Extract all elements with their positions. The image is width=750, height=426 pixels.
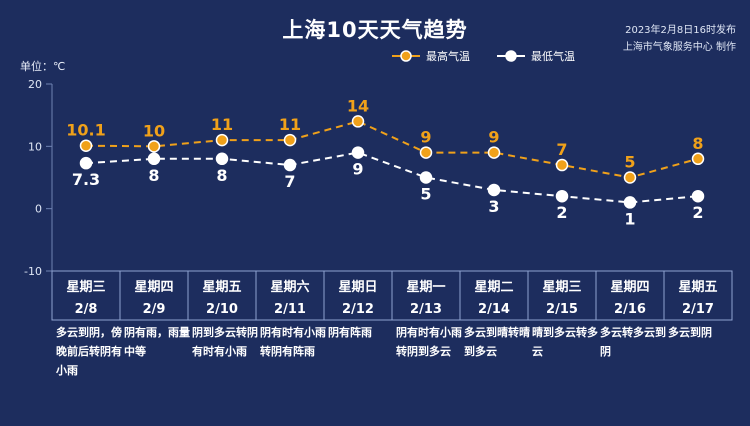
date-label: 2/9 (143, 302, 166, 317)
legend-marker-0 (400, 50, 412, 62)
legend-label-1: 最低气温 (531, 49, 575, 63)
data-label-high: 5 (624, 153, 635, 172)
y-tick-label: 0 (35, 203, 42, 216)
date-label: 2/13 (410, 302, 442, 317)
data-label-low: 5 (420, 185, 431, 204)
legend-marker-1 (505, 50, 517, 62)
weather-description: 阴有时有小雨转阴到多云 (396, 325, 462, 358)
data-point-high (215, 133, 229, 147)
data-point-low (487, 183, 501, 197)
data-point-high (623, 171, 637, 184)
data-point-low (419, 171, 433, 184)
data-point-high (79, 139, 93, 152)
data-label-low: 8 (216, 166, 227, 185)
weather-description: 阴到多云转阴有时有小雨 (192, 325, 258, 358)
data-label-high: 10 (143, 121, 165, 140)
weather-description: 多云到阴，傍晚前后转阴有小雨 (55, 325, 122, 377)
data-point-low (623, 196, 637, 209)
data-label-low: 7.3 (72, 170, 100, 189)
weekday-label: 星期日 (338, 280, 377, 295)
data-point-high (555, 158, 569, 172)
weekday-label: 星期三 (542, 280, 581, 295)
publish-time: 2023年2月8日16时发布 (625, 25, 736, 36)
data-label-high: 11 (211, 115, 233, 134)
date-label: 2/8 (75, 302, 98, 317)
data-label-low: 3 (488, 197, 499, 216)
weather-description: 多云到晴转晴到多云 (464, 325, 530, 358)
data-point-high (487, 146, 501, 159)
data-point-high (351, 115, 365, 128)
data-label-high: 14 (347, 96, 369, 115)
publish-info: 2023年2月8日16时发布 上海市气象服务中心 制作 (623, 22, 736, 56)
data-point-high (419, 146, 433, 159)
weekday-label: 星期四 (610, 280, 649, 295)
series-line-high (85, 120, 699, 179)
date-label: 2/17 (682, 302, 714, 317)
data-point-low (283, 158, 297, 172)
data-point-low (691, 189, 705, 203)
date-label: 2/14 (478, 302, 510, 317)
date-label: 2/16 (614, 302, 646, 317)
data-label-high: 7 (556, 140, 567, 159)
data-point-high (691, 152, 705, 166)
weather-description: 多云转多云到阴 (600, 325, 666, 358)
y-tick-label: 20 (28, 78, 42, 91)
data-label-high: 10.1 (66, 121, 105, 140)
chart-title: 上海10天天气趋势 (282, 18, 468, 42)
weekday-label: 星期五 (202, 280, 241, 295)
data-point-high (147, 140, 161, 153)
date-label: 2/11 (274, 302, 306, 317)
data-label-high: 8 (692, 134, 703, 153)
date-label: 2/15 (546, 302, 578, 317)
series-line-low (85, 151, 699, 204)
data-label-low: 7 (284, 172, 295, 191)
weather-description: 晴到多云转多云 (532, 325, 598, 358)
weekday-label: 星期三 (66, 280, 105, 295)
data-label-low: 8 (148, 166, 159, 185)
data-point-high (283, 133, 297, 147)
weekday-label: 星期二 (474, 280, 513, 295)
data-label-high: 9 (488, 128, 499, 147)
data-point-low (79, 156, 93, 170)
publisher: 上海市气象服务中心 制作 (622, 42, 736, 53)
data-label-low: 2 (692, 203, 703, 222)
data-label-low: 2 (556, 203, 567, 222)
weather-description: 阴有时有小雨转阴有阵雨 (260, 325, 326, 358)
weekday-label: 星期四 (134, 280, 173, 295)
legend-label-0: 最高气温 (426, 49, 470, 63)
y-tick-label: 10 (28, 140, 42, 153)
weather-description: 多云到阴 (668, 325, 712, 339)
data-label-high: 9 (420, 128, 431, 147)
unit-label: 单位：℃ (20, 60, 66, 73)
date-label: 2/10 (206, 302, 238, 317)
data-label-high: 11 (279, 115, 301, 134)
date-label: 2/12 (342, 302, 374, 317)
data-point-low (147, 152, 161, 166)
data-point-low (351, 146, 365, 159)
weather-description: 阴有雨，雨量中等 (124, 325, 190, 358)
data-point-low (555, 189, 569, 203)
weekday-label: 星期五 (678, 280, 717, 295)
data-label-low: 1 (624, 209, 635, 228)
data-label-low: 9 (352, 160, 363, 179)
weather-description: 阴有阵雨 (328, 325, 372, 339)
data-point-low (215, 152, 229, 166)
y-tick-label: -10 (24, 265, 42, 278)
weekday-label: 星期六 (270, 279, 309, 295)
weekday-label: 星期一 (406, 280, 445, 295)
